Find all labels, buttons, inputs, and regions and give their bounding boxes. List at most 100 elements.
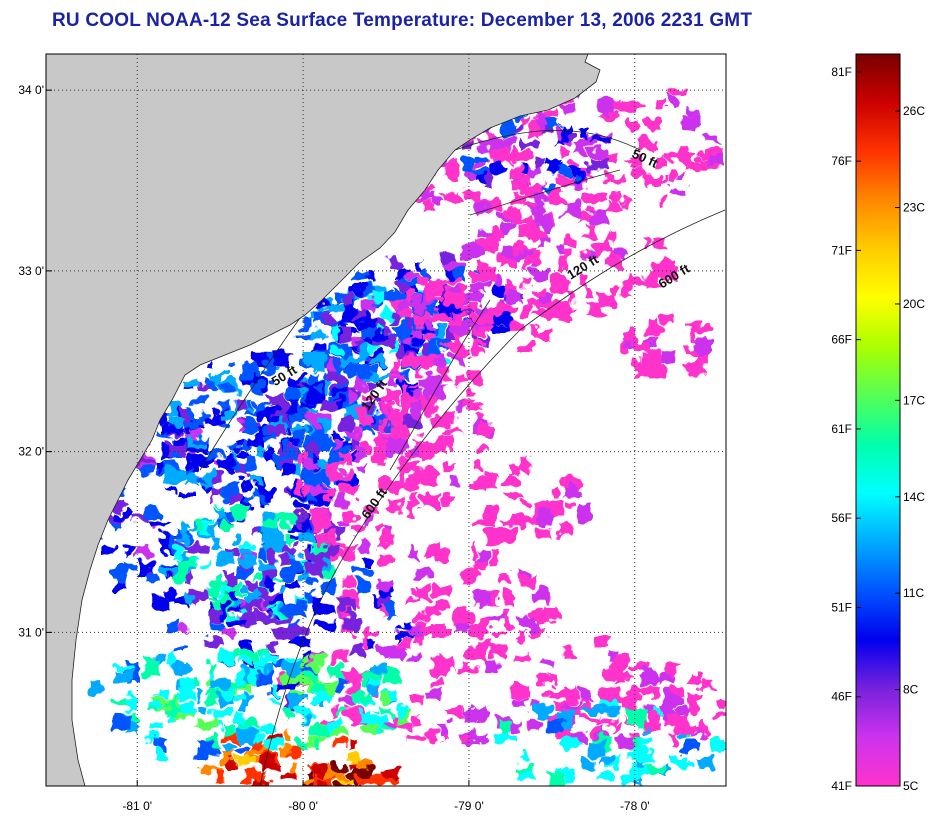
graticule xyxy=(46,54,726,786)
sst-pixel xyxy=(183,594,195,607)
sst-pixel xyxy=(348,554,356,562)
sst-pixel xyxy=(315,621,336,629)
sst-pixel xyxy=(110,566,127,581)
sst-pixel xyxy=(252,379,264,395)
sst-pixel xyxy=(335,497,347,507)
sst-pixel xyxy=(519,223,532,237)
sst-pixel xyxy=(281,513,293,526)
sst-pixel xyxy=(265,353,274,364)
sst-pixel xyxy=(110,517,122,530)
sst-pixel xyxy=(390,258,400,269)
sst-pixel xyxy=(316,531,329,546)
sst-pixel xyxy=(682,717,690,728)
sst-pixel xyxy=(548,161,564,173)
sst-pixel xyxy=(337,388,350,396)
sst-pixel xyxy=(662,709,670,723)
sst-pixel xyxy=(376,706,394,715)
sst-pixel xyxy=(251,740,267,749)
sst-pixel xyxy=(564,479,574,486)
sst-pixel xyxy=(303,654,311,668)
sst-pixel xyxy=(380,437,400,448)
sst-pixel xyxy=(555,174,574,186)
sst-pixel xyxy=(246,400,254,408)
sst-pixel xyxy=(229,589,238,600)
sst-pixel xyxy=(471,272,492,282)
sst-pixel xyxy=(416,585,432,600)
sst-pixel xyxy=(311,364,326,372)
sst-pixel xyxy=(268,379,275,386)
sst-pixel xyxy=(378,536,387,550)
sst-pixel xyxy=(445,264,453,279)
sst-pixel xyxy=(642,274,661,289)
sst-pixel xyxy=(527,182,546,196)
sst-pixel xyxy=(409,403,419,418)
sst-pixel xyxy=(397,711,409,726)
sst-pixel xyxy=(563,202,583,217)
sst-pixel xyxy=(478,595,493,602)
sst-pixel xyxy=(222,454,235,468)
sst-pixel xyxy=(472,567,480,580)
sst-pixel xyxy=(484,478,495,489)
sst-pixel xyxy=(641,236,650,248)
sst-pixel xyxy=(547,190,565,206)
sst-pixel xyxy=(539,613,551,623)
sst-pixel xyxy=(411,383,420,389)
sst-pixel xyxy=(387,604,395,619)
sst-pixel xyxy=(329,363,340,371)
sst-pixel xyxy=(391,325,410,339)
sst-pixel xyxy=(421,493,440,509)
sst-pixel xyxy=(470,545,477,560)
sst-pixel xyxy=(610,195,621,208)
sst-pixel xyxy=(601,687,621,702)
sst-pixel xyxy=(245,419,255,434)
sst-pixel xyxy=(211,591,221,600)
sst-pixel xyxy=(394,484,409,491)
sst-pixel xyxy=(336,476,356,486)
sst-pixel xyxy=(507,322,523,334)
sst-pixel xyxy=(481,199,501,212)
sst-pixel xyxy=(498,212,514,221)
sst-pixel xyxy=(650,767,665,774)
sst-pixel xyxy=(298,473,309,483)
colorbar-fahrenheit-labels: 81F 76F 71F 66F 61F 56F 51F 46F 41F xyxy=(831,65,861,793)
sst-pixel xyxy=(284,672,301,681)
sst-pixel xyxy=(564,104,574,115)
sst-pixel xyxy=(354,692,370,704)
sst-pixel xyxy=(294,424,306,432)
sst-pixel xyxy=(579,166,592,179)
sst-pixel xyxy=(256,495,265,506)
sst-pixel xyxy=(473,461,483,473)
sst-pixel xyxy=(239,658,253,665)
sst-pixel xyxy=(171,707,192,714)
sst-pixel xyxy=(532,267,548,283)
sst-pixel xyxy=(116,578,128,590)
sst-pixel xyxy=(564,239,578,247)
sst-pixel xyxy=(411,615,427,622)
sst-pixel xyxy=(479,264,493,276)
sst-pixel xyxy=(657,672,673,682)
sst-pixel xyxy=(669,95,678,104)
sst-pixel xyxy=(551,488,558,498)
sst-pixel xyxy=(355,272,375,281)
sst-pixel xyxy=(244,441,253,451)
sst-pixel xyxy=(669,188,688,195)
sst-pixel xyxy=(203,456,216,464)
sst-pixel xyxy=(491,145,510,157)
sst-pixel xyxy=(361,325,374,341)
sst-pixel xyxy=(124,662,140,672)
sst-pixel xyxy=(458,611,470,618)
sst-pixel xyxy=(561,737,580,747)
sst-pixel xyxy=(675,705,690,719)
sst-pixel xyxy=(439,296,447,305)
colorbar-c-label: 23C xyxy=(903,201,925,215)
sst-pixel xyxy=(113,715,131,731)
sst-pixel xyxy=(245,494,252,502)
sst-pixel xyxy=(508,150,524,160)
sst-pixel xyxy=(481,239,495,254)
sst-pixel xyxy=(638,138,654,152)
sst-pixel xyxy=(678,762,690,768)
sst-pixel xyxy=(306,666,314,676)
sst-pixel xyxy=(590,135,611,143)
sst-pixel xyxy=(284,422,294,432)
sst-pixel xyxy=(330,663,342,677)
